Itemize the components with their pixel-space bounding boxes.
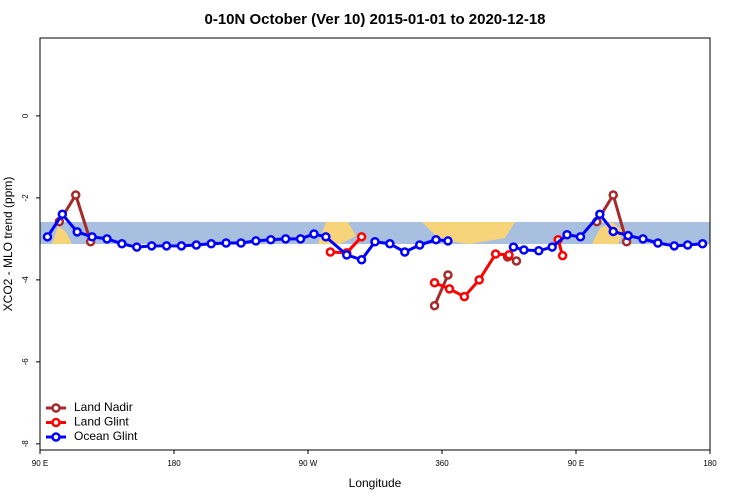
chart-title: 0-10N October (Ver 10) 2015-01-01 to 202… <box>204 11 545 28</box>
point <box>557 250 568 261</box>
point <box>414 240 425 250</box>
point <box>653 238 663 248</box>
point <box>595 209 605 220</box>
point <box>443 236 453 246</box>
point <box>236 238 246 248</box>
point <box>70 190 81 200</box>
point <box>431 234 441 245</box>
legend-marker <box>51 432 61 442</box>
x-tick-label: 180 <box>167 459 181 468</box>
plot-frame <box>39 37 711 451</box>
x-axis-label: Longitude <box>349 476 402 490</box>
y-tick-label: -2 <box>21 194 30 202</box>
point <box>295 234 306 244</box>
point <box>608 226 618 237</box>
point <box>57 209 68 220</box>
y-tick-label: 0 <box>21 113 30 118</box>
x-tick-label: 180 <box>703 459 717 468</box>
point <box>682 240 693 250</box>
point <box>400 247 410 257</box>
point <box>321 232 331 242</box>
x-tick-label: 360 <box>435 459 449 468</box>
point <box>511 256 522 266</box>
point <box>474 275 484 285</box>
point <box>117 239 127 249</box>
point <box>669 241 680 251</box>
point <box>72 227 82 237</box>
x-tick-label: 90 W <box>299 459 318 468</box>
point <box>176 241 187 251</box>
point <box>309 229 319 239</box>
x-tick-label: 90 E <box>568 459 584 468</box>
point <box>206 239 216 249</box>
legend-label: Ocean Glint <box>74 429 138 443</box>
point <box>490 249 501 259</box>
point <box>356 255 367 265</box>
legend-label: Land Nadir <box>74 400 133 414</box>
point <box>370 236 380 247</box>
point <box>575 232 586 242</box>
point <box>356 232 367 242</box>
point <box>638 234 648 244</box>
point <box>608 190 618 200</box>
point <box>547 242 557 252</box>
point <box>443 270 453 280</box>
point <box>191 240 202 250</box>
point <box>146 241 157 251</box>
point <box>459 291 470 302</box>
point <box>429 300 440 311</box>
point <box>42 232 53 242</box>
y-tick-label: -4 <box>21 276 30 284</box>
point <box>508 242 519 252</box>
point <box>266 234 276 245</box>
point <box>504 250 514 260</box>
point <box>562 230 572 240</box>
legend-marker <box>51 403 61 413</box>
point <box>325 247 336 257</box>
point <box>429 277 440 288</box>
y-tick-label: -8 <box>21 440 30 448</box>
legend-marker <box>51 417 61 428</box>
point <box>534 246 544 256</box>
point <box>221 238 231 248</box>
point <box>251 236 261 246</box>
x-tick-label: 90 E <box>32 459 48 468</box>
point <box>444 284 455 294</box>
point <box>519 245 529 255</box>
point <box>280 234 291 244</box>
point <box>161 241 172 251</box>
point <box>697 239 708 249</box>
point <box>87 232 97 242</box>
point <box>132 242 142 252</box>
point <box>102 234 112 244</box>
legend-label: Land Glint <box>74 415 129 429</box>
point <box>623 230 633 241</box>
map-strip <box>40 222 710 244</box>
point <box>385 239 395 249</box>
y-tick-label: -6 <box>21 358 30 366</box>
y-axis-label: XCO2 - MLO trend (ppm) <box>1 177 15 312</box>
point <box>341 250 352 260</box>
